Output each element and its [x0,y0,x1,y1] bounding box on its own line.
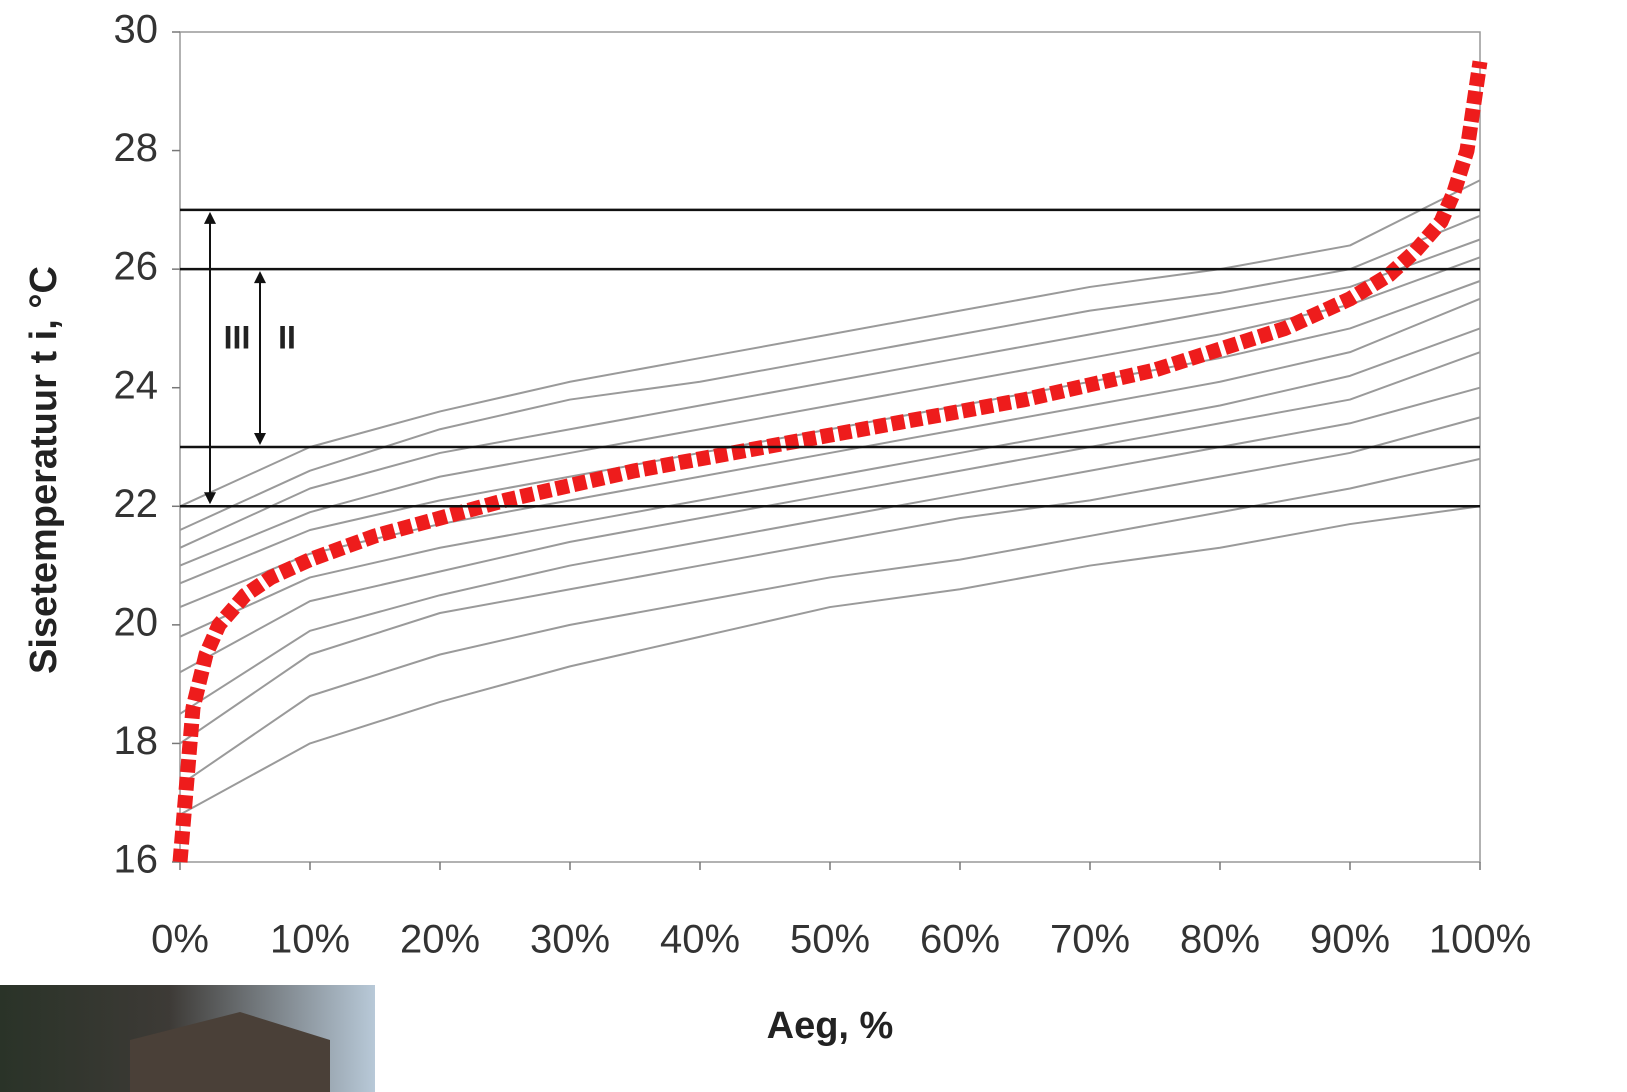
x-tick-label: 100% [1429,918,1531,962]
x-axis-label: Aeg, % [767,1005,894,1047]
series-line [179,256,1481,567]
y-tick-label: 26 [114,245,159,289]
y-tick-label: 16 [114,838,159,882]
y-tick-label: 24 [114,363,159,407]
annotation: II [278,320,296,356]
x-tick-label: 80% [1180,918,1260,962]
x-tick-label: 90% [1310,918,1390,962]
series-line [179,457,1481,786]
series-line [179,297,1481,608]
series-line [179,327,1481,638]
x-tick-label: 50% [790,918,870,962]
x-tick-label: 30% [530,918,610,962]
arrow-head [204,211,216,224]
y-tick-label: 22 [114,482,159,526]
y-tick-label: 18 [114,719,159,763]
x-tick-label: 70% [1050,918,1130,962]
arrow-head [204,492,216,505]
y-tick-label: 30 [114,8,159,52]
x-tick-label: 40% [660,918,740,962]
x-tick-label: 10% [270,918,350,962]
series-line [179,416,1481,745]
y-tick-label: 20 [114,600,159,644]
series-line [179,179,1481,508]
y-axis-label: Sisetemperatuur t i, °C [23,266,65,674]
series-line [179,505,1481,816]
series-line [179,351,1481,674]
arrow-head [254,271,266,284]
series-line [179,386,1481,715]
x-tick-label: 20% [400,918,480,962]
y-tick-label: 28 [114,126,159,170]
series-line [179,214,1481,531]
highlight-line [172,60,1488,863]
photo-fragment [0,985,375,1092]
annotation: III [224,320,251,356]
series-line [179,238,1481,549]
x-tick-label: 60% [920,918,1000,962]
x-tick-label: 0% [151,918,209,962]
arrow-head [254,433,266,445]
